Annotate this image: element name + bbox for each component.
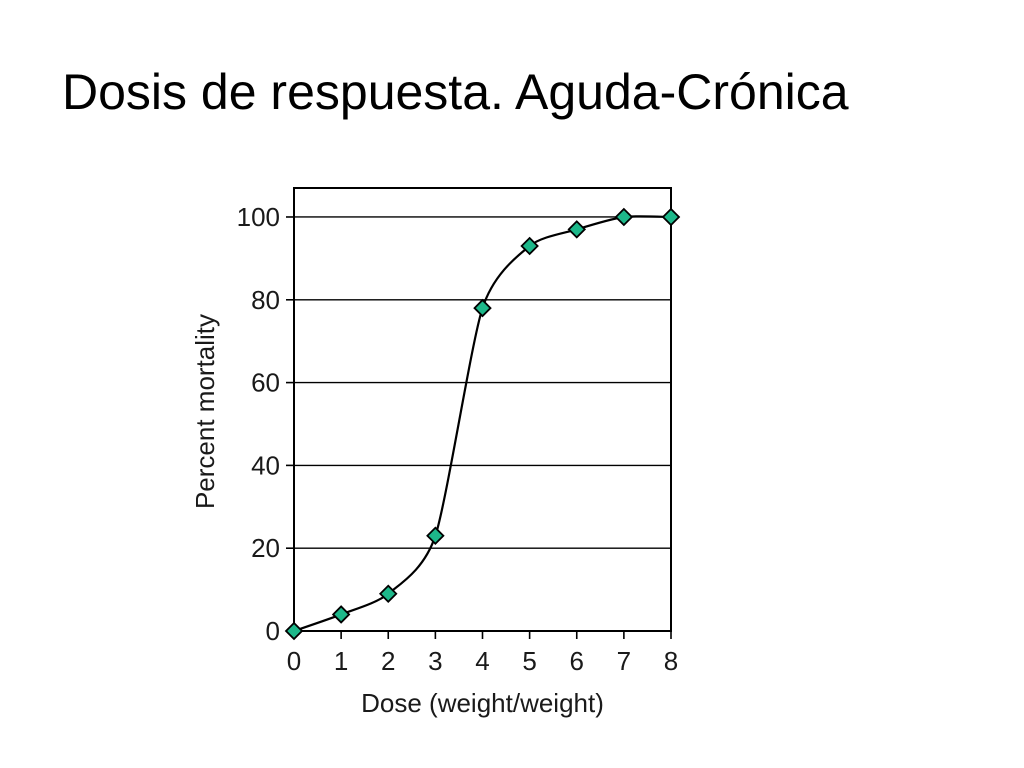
- x-tick-label: 5: [522, 646, 536, 676]
- data-point-diamond: [426, 526, 445, 546]
- x-tick-label: 4: [475, 646, 489, 676]
- data-point-diamond: [614, 207, 634, 227]
- plot-frame: [293, 187, 672, 632]
- y-tick-label: 40: [251, 450, 280, 480]
- data-point-diamond: [331, 605, 351, 624]
- x-tick-label: 8: [664, 646, 678, 676]
- gridlines: [294, 216, 671, 549]
- x-tick-label: 7: [617, 646, 631, 676]
- axis-ticks: 0 20 40 60 80 100 0 1 2 3 4 5 6 7 8: [237, 202, 679, 676]
- data-point-diamond: [661, 207, 681, 227]
- y-tick-label: 100: [237, 202, 280, 232]
- data-point-diamond: [473, 298, 492, 318]
- y-tick-label: 20: [251, 533, 280, 563]
- y-tick-label: 0: [266, 616, 280, 646]
- y-tick-label: 80: [251, 285, 280, 315]
- slide-title: Dosis de respuesta. Aguda-Crónica: [62, 64, 849, 120]
- data-point-diamond: [378, 584, 398, 604]
- series-line: [293, 215, 672, 633]
- x-tick-label: 1: [334, 646, 348, 676]
- x-tick-label: 2: [381, 646, 395, 676]
- x-tick-label: 0: [287, 646, 301, 676]
- data-point-diamond: [520, 236, 539, 256]
- x-axis-label: Dose (weight/weight): [361, 688, 604, 718]
- data-point-diamond: [284, 621, 304, 641]
- y-tick-label: 60: [251, 368, 280, 398]
- data-point-diamond: [567, 220, 587, 239]
- x-tick-label: 6: [570, 646, 584, 676]
- x-tick-label: 3: [428, 646, 442, 676]
- series-layer: [284, 207, 681, 641]
- y-axis-label: Percent mortality: [190, 314, 220, 509]
